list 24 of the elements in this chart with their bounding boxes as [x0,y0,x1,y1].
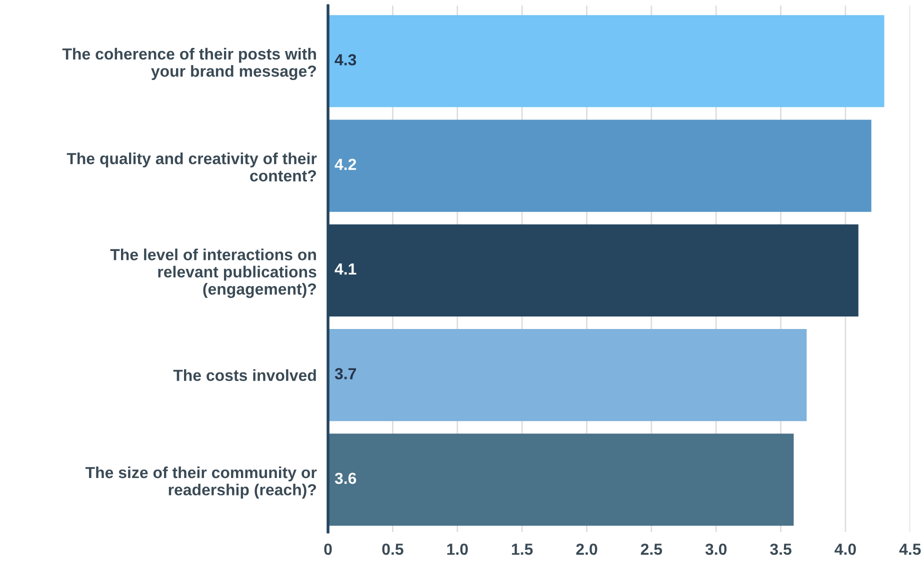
x-tick-label: 3.5 [770,544,792,555]
data-label: 3.6 [334,472,356,484]
bar [328,15,884,108]
x-tick-label: 4.0 [834,544,856,555]
y-tick-label: The size of their community or readership (reach)? [85,466,317,499]
data-label: 4.2 [334,158,356,170]
y-tick-label: The costs involved [173,369,316,382]
x-tick-label: 4.5 [899,544,921,555]
y-tick-label: The level of interactions on relevant publications (engagement)? [110,248,316,298]
y-tick-label: The coherence of their posts with your brand message? [62,48,316,80]
x-tick-label: 0.5 [382,544,404,555]
x-tick-label: 0 [324,544,332,555]
data-label: 4.1 [334,264,356,275]
x-tick-label: 3.0 [705,544,727,555]
x-tick-label: 2.5 [640,544,662,555]
x-tick-label: 2.0 [576,544,598,555]
x-tick-label: 1.5 [512,544,533,555]
x-tick-label: 1.0 [447,544,468,555]
y-tick-label: The quality and creativity of their content? [66,152,317,182]
bar [328,434,794,526]
bar [328,120,872,212]
data-label: 3.7 [334,368,356,380]
bar [328,329,807,422]
data-label: 4.3 [334,54,356,66]
